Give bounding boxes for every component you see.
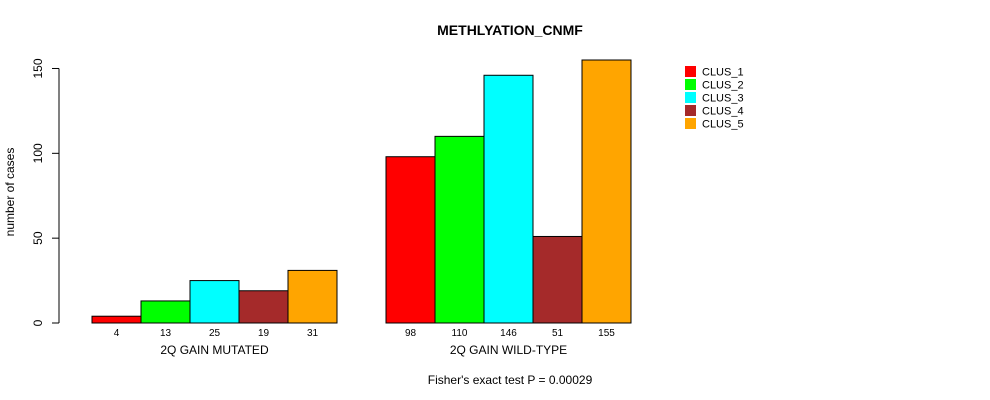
bar-clus-2-mutated	[140, 300, 191, 324]
y-tick-label: 50	[31, 231, 45, 245]
legend-swatch-clus-2	[685, 79, 696, 90]
y-tick-label: 0	[31, 319, 45, 326]
y-axis-label: number of cases	[3, 148, 17, 237]
legend-swatch-clus-5	[685, 118, 696, 129]
bar-count-label: 4	[114, 328, 120, 339]
y-axis: 0 50 100 150	[31, 58, 60, 326]
bar-count-label: 19	[258, 328, 270, 339]
x-category-label: 2Q GAIN WILD-TYPE	[450, 343, 567, 357]
bar-count-label: 110	[452, 328, 468, 339]
bar-clus-4-mutated	[238, 290, 289, 324]
bar-count-label: 98	[405, 328, 417, 339]
bar-count-label: 51	[552, 328, 564, 339]
legend-swatch-clus-4	[685, 105, 696, 116]
y-tick-label: 100	[31, 143, 45, 163]
chart-title: METHLYATION_CNMF	[437, 22, 583, 38]
bar-clus-5-wild-type	[581, 59, 632, 324]
legend-label: CLUS_2	[702, 80, 744, 92]
x-category-label: 2Q GAIN MUTATED	[160, 343, 269, 357]
bar-clus-1-wild-type	[385, 156, 436, 324]
bar-count-label: 155	[598, 328, 615, 339]
x-axis-labels: 4 13 25 19 31 2Q GAIN MUTATED 98 110 146 51 155 2Q …	[114, 328, 616, 357]
bar-count-label: 146	[500, 328, 517, 339]
legend-label: CLUS_5	[702, 119, 744, 131]
legend-label: CLUS_1	[702, 67, 744, 79]
bars-group	[91, 59, 632, 324]
bar-count-label: 13	[160, 328, 172, 339]
legend-swatch-clus-3	[685, 92, 696, 103]
bar-count-label: 25	[209, 328, 221, 339]
bar-clus-3-wild-type	[483, 74, 534, 324]
fisher-test-note: Fisher's exact test P = 0.00029	[428, 373, 593, 387]
bar-count-label: 31	[307, 328, 319, 339]
bar-clus-4-wild-type	[532, 235, 583, 324]
bar-clus-5-mutated	[287, 269, 338, 324]
legend-label: CLUS_4	[702, 106, 744, 118]
bar-clus-2-wild-type	[434, 135, 485, 324]
y-tick-label: 150	[31, 58, 45, 78]
bar-clus-3-mutated	[189, 280, 240, 324]
bar-clus-1-mutated	[91, 315, 142, 324]
legend-swatch-clus-1	[685, 66, 696, 77]
legend-label: CLUS_3	[702, 93, 744, 105]
